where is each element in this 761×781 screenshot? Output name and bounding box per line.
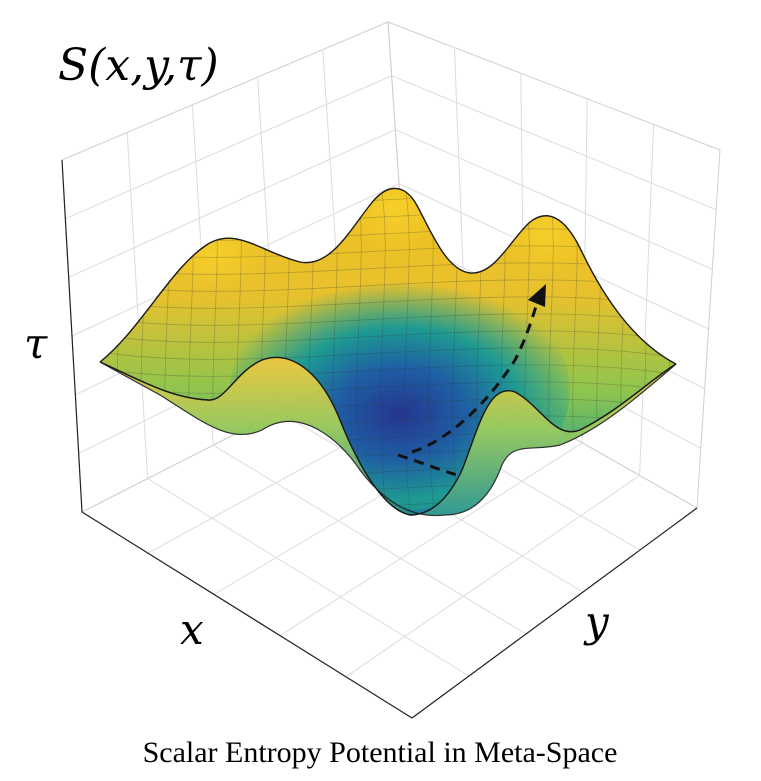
trajectory-arrowhead xyxy=(528,284,546,307)
mesh-line xyxy=(100,188,101,515)
y-axis-label: y xyxy=(583,597,610,646)
grid-line-floor xyxy=(212,444,527,635)
grid-line-right xyxy=(395,129,713,270)
mesh-line xyxy=(690,170,700,530)
trajectory-path xyxy=(397,291,542,478)
chart-title: S(x,y,τ) xyxy=(58,40,219,91)
axis-lines xyxy=(61,159,698,719)
caption: Scalar Entropy Potential in Meta-Space xyxy=(143,736,618,769)
grid-line-floor xyxy=(147,478,470,677)
mesh-line xyxy=(100,364,676,378)
x-axis-label: x xyxy=(180,605,204,654)
mesh-line xyxy=(665,188,676,515)
mesh-line xyxy=(100,313,676,327)
mesh-line xyxy=(377,188,389,515)
mesh-line xyxy=(100,296,676,310)
mesh-line xyxy=(401,188,413,515)
mesh-line xyxy=(90,518,690,530)
mesh-line xyxy=(100,347,676,361)
grid-line-left xyxy=(65,75,392,220)
grid-line-floor xyxy=(345,474,640,678)
mesh-line xyxy=(100,330,676,344)
surface xyxy=(90,170,700,530)
grid-line-right xyxy=(391,75,717,211)
grid-line-floor xyxy=(279,442,583,637)
grid-line-left xyxy=(68,129,396,278)
z-axis-label: τ xyxy=(24,319,48,368)
